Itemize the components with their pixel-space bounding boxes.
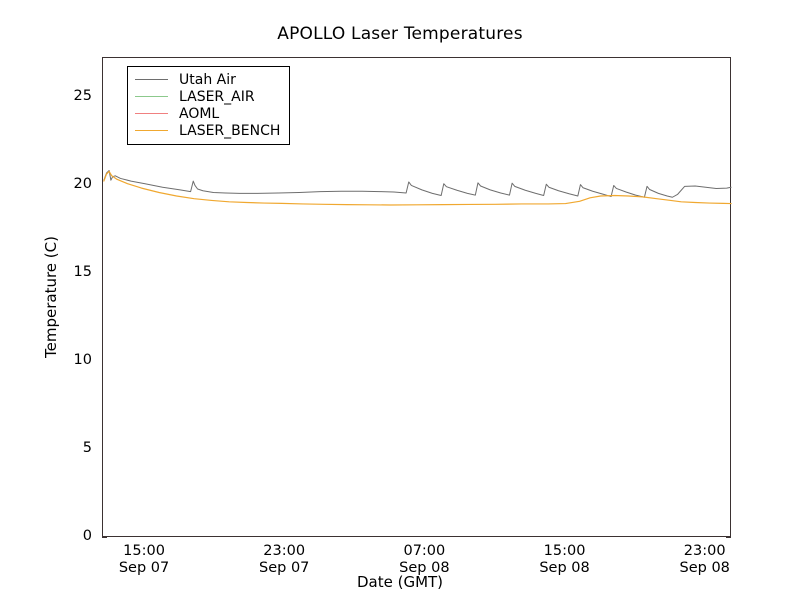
legend-item[interactable]: LASER_BENCH	[135, 122, 280, 139]
legend-label: Utah Air	[179, 71, 236, 88]
y-tickmark	[726, 536, 731, 538]
x-tick-label: 15:00 Sep 08	[539, 543, 590, 576]
y-tick-label: 5	[82, 440, 92, 457]
legend-item[interactable]: LASER_AIR	[135, 88, 280, 105]
legend-label: LASER_AIR	[179, 88, 255, 105]
y-tickmark	[102, 536, 107, 538]
x-tick-label: 23:00 Sep 08	[679, 543, 730, 576]
y-tick-label: 10	[73, 352, 92, 369]
x-axis-label: Date (GMT)	[356, 573, 444, 591]
series-canvas	[103, 170, 732, 206]
y-tick-label: 20	[73, 176, 92, 193]
plot-area	[102, 57, 732, 537]
legend: Utah Air LASER_AIR AOML LASER_BENCH	[127, 66, 291, 145]
x-tick-label: 15:00 Sep 07	[118, 543, 170, 576]
series-line	[103, 170, 732, 198]
legend-label: LASER_BENCH	[179, 122, 281, 139]
page-title: APOLLO Laser Temperatures	[277, 24, 523, 44]
legend-item[interactable]: AOML	[135, 105, 280, 122]
legend-item[interactable]: Utah Air	[135, 71, 280, 88]
legend-color-swatch	[135, 79, 168, 80]
y-tick-label: 15	[73, 264, 92, 281]
legend-color-swatch	[135, 96, 168, 97]
y-tick-label: 0	[82, 528, 92, 544]
x-tick-label: 23:00 Sep 07	[259, 543, 310, 576]
legend-label: AOML	[179, 105, 220, 122]
series-line	[103, 170, 732, 206]
y-tick-label: 25	[73, 88, 92, 105]
legend-color-swatch	[135, 130, 168, 131]
y-axis-label: Temperature (C)	[42, 236, 60, 358]
x-tick-label: 07:00 Sep 08	[399, 543, 450, 576]
legend-color-swatch	[135, 113, 168, 114]
